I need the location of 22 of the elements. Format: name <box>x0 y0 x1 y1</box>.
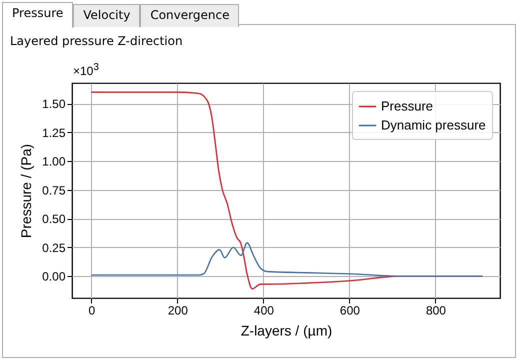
x-tick-label: 0 <box>88 304 96 318</box>
y-tick-label: 0.75 <box>42 183 66 198</box>
y-tick-label: 0.25 <box>42 240 66 255</box>
legend-label: Dynamic pressure <box>381 118 486 132</box>
x-tick-label: 800 <box>426 304 446 318</box>
y-tick-label: 1.00 <box>42 154 66 169</box>
line-series <box>90 242 484 277</box>
x-axis-title: Z-layers / (µm) <box>240 322 332 338</box>
y-tick-label: 0.50 <box>42 212 66 226</box>
text: Velocity <box>73 4 140 27</box>
text: Pressure <box>2 2 74 28</box>
x-tick-label: 200 <box>168 304 188 318</box>
y-tick-label: 1.25 <box>42 126 66 140</box>
legend-label: Pressure <box>381 98 434 114</box>
chart-title: Layered pressure Z-direction <box>10 34 183 48</box>
y-tick-label: 1.50 <box>42 97 66 112</box>
y-axis-title: Pressure / (Pa) <box>18 144 34 238</box>
text: ×10$^{3}$ <box>73 62 99 78</box>
x-tick-label: 400 <box>254 304 274 318</box>
y-tick-label: 0.00 <box>42 270 66 284</box>
x-tick-label: 600 <box>340 304 360 318</box>
text: Convergence <box>140 4 240 27</box>
